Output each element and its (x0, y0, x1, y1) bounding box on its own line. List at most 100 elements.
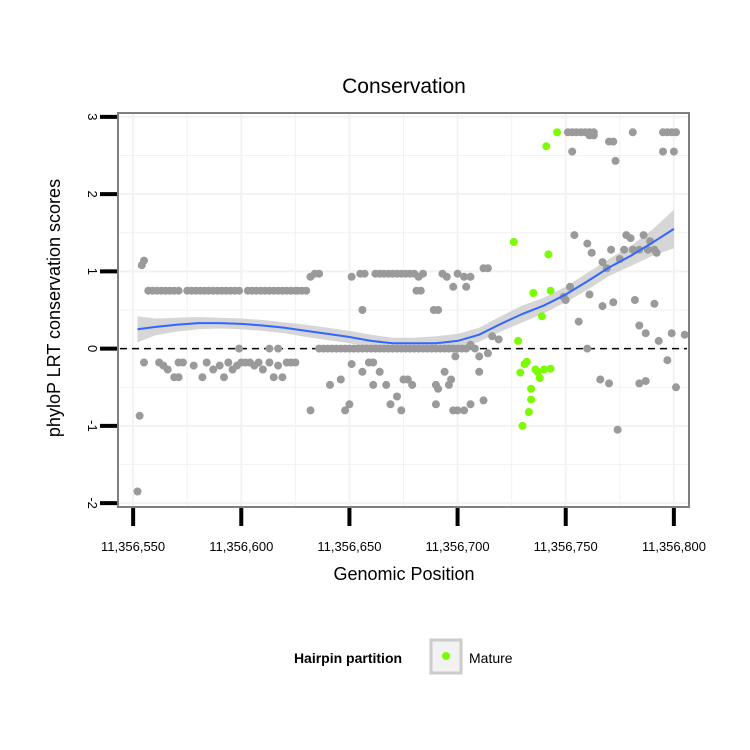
data-point (587, 248, 596, 257)
data-point (274, 344, 283, 353)
data-point (386, 400, 395, 409)
x-tick-label: 11,356,750 (534, 539, 598, 554)
data-point (672, 128, 680, 137)
data-point (133, 487, 142, 496)
data-point (209, 365, 218, 374)
data-point (611, 156, 620, 165)
data-point (483, 349, 492, 358)
data-point (598, 302, 607, 311)
data-point (431, 400, 440, 409)
scatter-points (133, 128, 689, 496)
mature-point (537, 312, 546, 321)
smooth-trend (137, 228, 675, 345)
data-point (654, 336, 663, 345)
data-point (202, 358, 211, 367)
data-point (483, 264, 492, 273)
data-point (609, 137, 618, 146)
data-point (628, 128, 637, 137)
data-point (434, 306, 443, 314)
data-point (235, 344, 244, 353)
data-point (416, 286, 425, 295)
y-tick-label: -2 (85, 497, 100, 509)
y-tick-label: 3 (85, 113, 100, 120)
data-point (302, 286, 311, 295)
data-point (140, 256, 148, 265)
data-point (306, 406, 315, 415)
mature-point (542, 142, 551, 151)
data-point (663, 356, 672, 365)
data-point (341, 406, 350, 415)
mature-point (518, 421, 527, 430)
x-tick-label: 11,356,800 (642, 539, 706, 554)
data-point (258, 365, 267, 374)
data-point (265, 344, 274, 353)
data-point (667, 329, 676, 338)
data-point (220, 373, 228, 382)
data-point (215, 361, 224, 370)
x-axis: 11,356,550 11,356,600 11,356,650 11,356,700… (101, 508, 706, 554)
data-point (453, 269, 462, 278)
data-point (462, 282, 471, 291)
x-tick-label: 11,356,700 (426, 539, 490, 554)
mature-point (540, 365, 549, 374)
data-point (419, 269, 427, 278)
data-point (408, 380, 417, 389)
data-point (641, 377, 650, 386)
mature-point (527, 384, 536, 393)
mature-point (509, 238, 518, 246)
chart-title: Conservation (342, 75, 466, 98)
data-point (447, 375, 456, 384)
data-point (607, 245, 616, 254)
data-point (574, 317, 583, 326)
data-point (315, 269, 324, 278)
mature-point (535, 374, 544, 382)
data-point (650, 299, 659, 308)
data-point (278, 373, 287, 382)
panel-border (117, 112, 690, 508)
data-point (583, 239, 592, 248)
x-tick-label: 11,356,550 (101, 539, 165, 554)
data-point (336, 375, 345, 384)
data-point (626, 234, 635, 243)
y-axis: -2 -1 0 1 2 3 (85, 113, 117, 509)
data-point (451, 352, 460, 361)
data-point (369, 358, 378, 367)
data-point (360, 269, 369, 278)
y-axis-title: phyloP LRT conservation scores (44, 179, 64, 437)
mature-point (522, 357, 531, 366)
data-point (475, 367, 484, 376)
mature-point (527, 395, 536, 404)
data-point (652, 248, 661, 257)
data-point (669, 147, 678, 156)
legend-key-box (429, 638, 463, 675)
data-point (605, 379, 613, 388)
mature-point (553, 128, 562, 137)
data-point (570, 231, 579, 240)
data-point (635, 379, 644, 388)
data-point (347, 360, 356, 369)
y-tick-label: 0 (85, 345, 100, 352)
mature-point (546, 364, 555, 373)
data-point (358, 367, 367, 376)
data-point (494, 335, 503, 344)
data-point (620, 245, 629, 254)
mature-point (544, 250, 553, 259)
data-point (460, 272, 469, 281)
data-point (291, 358, 300, 367)
mature-point (546, 286, 555, 295)
data-point (440, 367, 449, 376)
mature-point (516, 368, 525, 377)
data-point (628, 245, 637, 254)
data-point (382, 380, 391, 389)
data-point (589, 131, 598, 140)
data-point (585, 290, 594, 299)
data-point (598, 258, 607, 267)
legend-label-mature: Mature (469, 650, 513, 666)
data-point (630, 296, 639, 304)
data-point (470, 344, 479, 353)
data-point (254, 358, 263, 367)
data-point (174, 286, 183, 295)
data-point (397, 406, 406, 415)
data-point (163, 365, 172, 374)
data-point (659, 147, 667, 156)
